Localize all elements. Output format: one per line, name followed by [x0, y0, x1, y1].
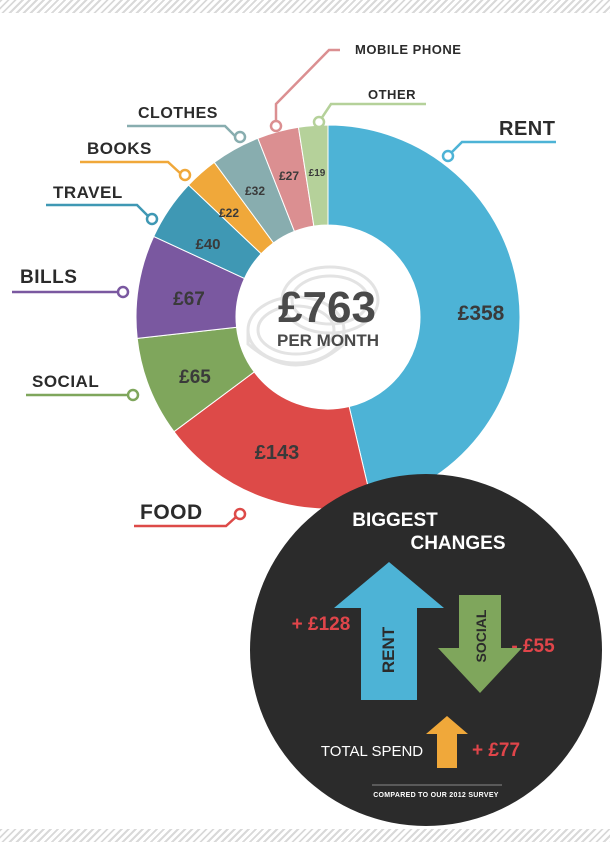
clothes-leader-line	[127, 124, 237, 138]
other-leader-dot	[312, 115, 326, 129]
slice-value-labels: £358 £143 £65 £67 £40 £22 £32 £27 £19	[173, 168, 505, 464]
food-leader-line	[134, 516, 237, 528]
slice-food	[173, 371, 373, 510]
total-spend-change-amount: + £77	[472, 740, 520, 761]
category-label-travel: TRAVEL	[53, 183, 123, 202]
travel-leader-dot	[145, 212, 159, 226]
value-label-rent: £358	[458, 302, 505, 325]
books-leader-dot	[178, 168, 192, 182]
rent-leader-line	[447, 140, 556, 157]
value-label-social: £65	[179, 367, 211, 388]
bills-leader-dot	[116, 285, 130, 299]
social-decrease-arrow-icon	[438, 595, 522, 693]
total-spend-label: TOTAL SPEND	[321, 743, 423, 760]
social-change-amount: - £55	[511, 636, 555, 657]
category-label-bills: BILLS	[20, 267, 77, 288]
coins-icon	[246, 265, 380, 367]
category-label-social: SOCIAL	[32, 372, 99, 391]
changes-title-line1: BIGGEST	[352, 510, 438, 531]
rent-leader-dot	[441, 149, 455, 163]
category-label-mobile-phone: MOBILE PHONE	[355, 42, 461, 57]
rent-change-amount: + £128	[292, 614, 351, 635]
survey-footnote: COMPARED TO OUR 2012 SURVEY	[373, 792, 499, 799]
food-leader-dot	[233, 507, 247, 521]
top-hatch-border	[0, 0, 610, 13]
value-label-mobile-phone: £27	[279, 169, 299, 183]
value-label-clothes: £32	[245, 184, 265, 198]
category-callouts	[12, 48, 556, 528]
social-arrow-label: SOCIAL	[473, 609, 489, 662]
category-labels: RENT OTHER MOBILE PHONE CLOTHES BOOKS TR…	[20, 42, 555, 524]
social-leader-dot	[126, 388, 140, 402]
rent-increase-arrow-icon	[334, 562, 444, 700]
books-leader-line	[80, 160, 181, 174]
total-monthly-amount: £763	[278, 283, 376, 332]
category-label-other: OTHER	[368, 87, 416, 102]
other-leader-line	[317, 102, 426, 123]
travel-leader-line	[46, 203, 149, 217]
changes-title-line2: CHANGES	[410, 533, 505, 554]
value-label-bills: £67	[173, 289, 205, 310]
clothes-leader-dot	[233, 130, 247, 144]
bottom-hatch-border	[0, 829, 610, 842]
value-label-travel: £40	[195, 236, 220, 253]
total-spend-increase-arrow-icon	[426, 716, 468, 768]
category-label-books: BOOKS	[87, 139, 152, 158]
mobile-leader-dot	[269, 119, 283, 133]
slice-other	[297, 124, 329, 227]
category-label-clothes: CLOTHES	[138, 105, 218, 122]
donut-slices	[135, 124, 521, 510]
category-label-rent: RENT	[499, 118, 555, 140]
biggest-changes-panel: BIGGEST CHANGES RENT + £128 SOCIAL - £55…	[250, 474, 602, 826]
total-monthly-unit: PER MONTH	[277, 331, 379, 350]
value-label-other: £19	[309, 168, 326, 179]
category-label-food: FOOD	[140, 501, 203, 524]
value-label-books: £22	[219, 206, 239, 220]
mobile-leader-line	[274, 48, 340, 126]
value-label-food: £143	[255, 442, 300, 464]
rent-arrow-label: RENT	[379, 626, 398, 673]
changes-panel-background	[250, 474, 602, 826]
